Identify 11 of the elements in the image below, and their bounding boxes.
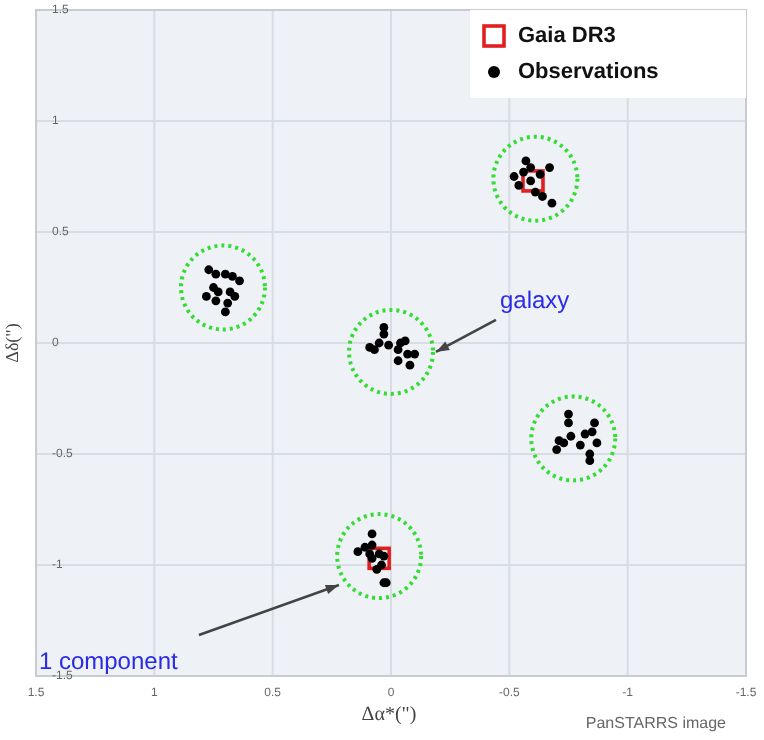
point <box>347 307 435 396</box>
point <box>335 512 424 601</box>
legend-label: Observations <box>518 59 659 84</box>
legend-label: Gaia DR3 <box>518 23 616 48</box>
point <box>491 134 580 223</box>
x-axis-title: Δα*(") <box>361 704 417 726</box>
point <box>529 394 618 483</box>
y-axis-title: Δδ(") <box>2 323 22 363</box>
point <box>178 243 267 332</box>
text: PanSTARRS image <box>585 714 728 732</box>
annotation: galaxy <box>499 285 570 314</box>
